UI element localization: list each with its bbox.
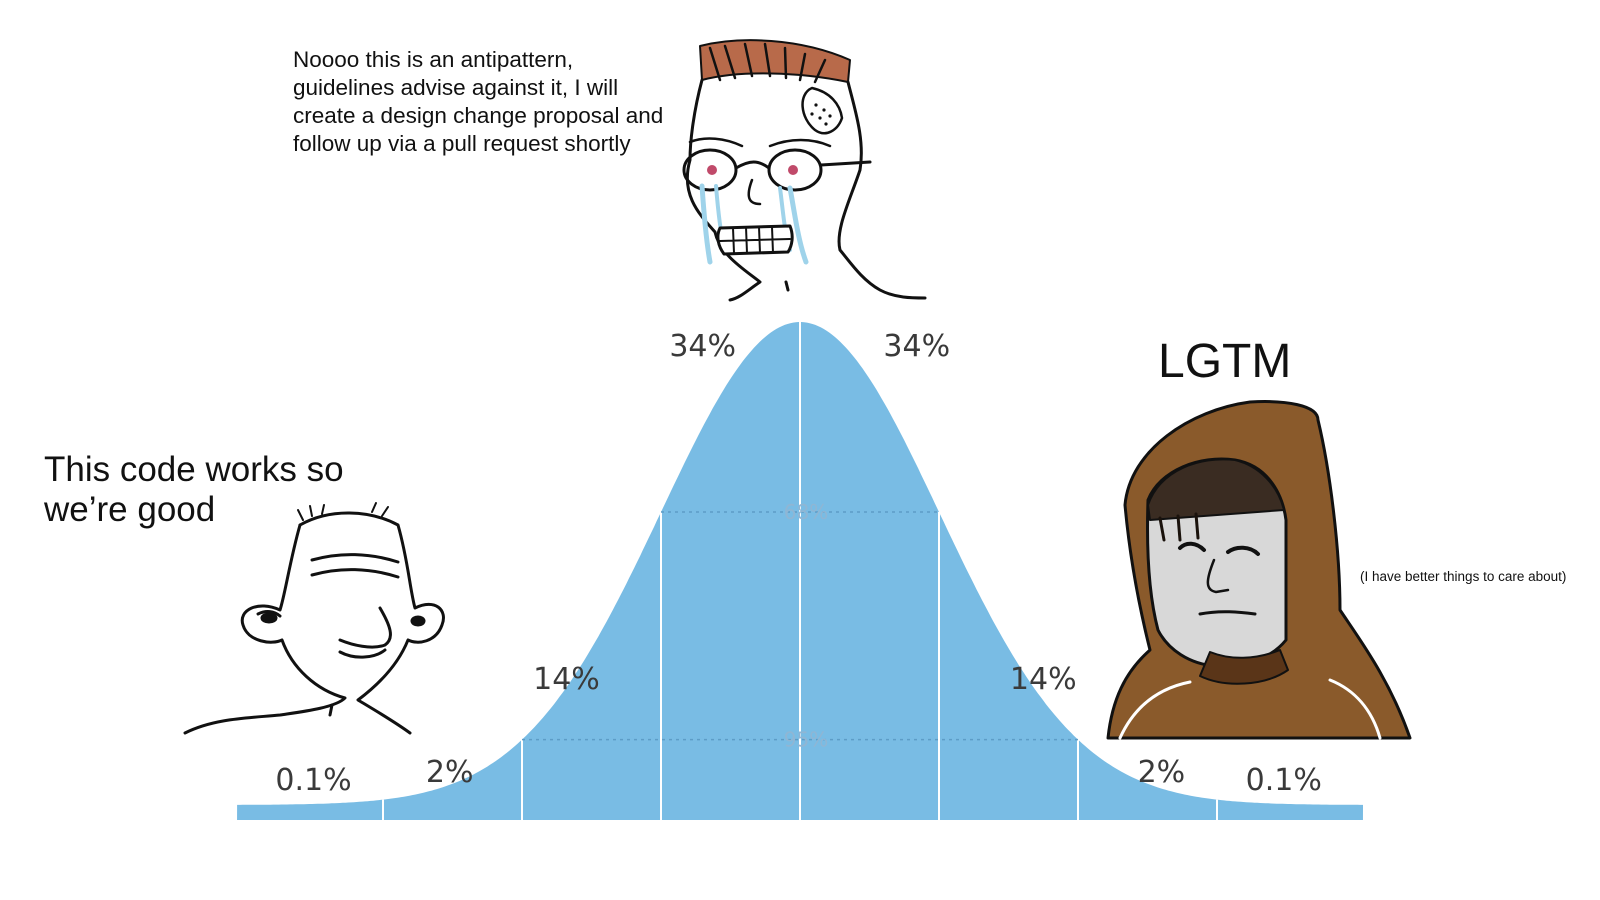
lgtm-caption: LGTM	[1158, 335, 1292, 388]
segment-percent-label: 0.1%	[275, 763, 351, 798]
segment-percent-label: 2%	[1138, 755, 1186, 790]
segment-percent-label: 34%	[883, 329, 950, 364]
simple-wojak-character	[183, 502, 445, 735]
interval-label: 68%	[784, 500, 828, 524]
segment-percent-label: 2%	[426, 755, 474, 790]
interval-label: 95%	[784, 728, 828, 752]
nerd-caption: Noooo this is an antipattern, guidelines…	[293, 47, 664, 156]
crying-nerd-wojak-character	[682, 39, 927, 302]
hooded-wojak-character	[1106, 400, 1412, 740]
segment-percent-label: 14%	[1010, 662, 1077, 697]
simple-caption: This code works so we’re good	[44, 450, 344, 529]
segment-percent-label: 14%	[533, 662, 600, 697]
aside-caption: (I have better things to care about)	[1360, 569, 1567, 584]
bell-curve-chart: 68% 95% 0.1% 2% 14% 34% 34% 14% 2% 0.1%	[237, 322, 1363, 820]
segment-percent-label: 34%	[669, 329, 736, 364]
segment-percent-label: 0.1%	[1246, 763, 1322, 798]
